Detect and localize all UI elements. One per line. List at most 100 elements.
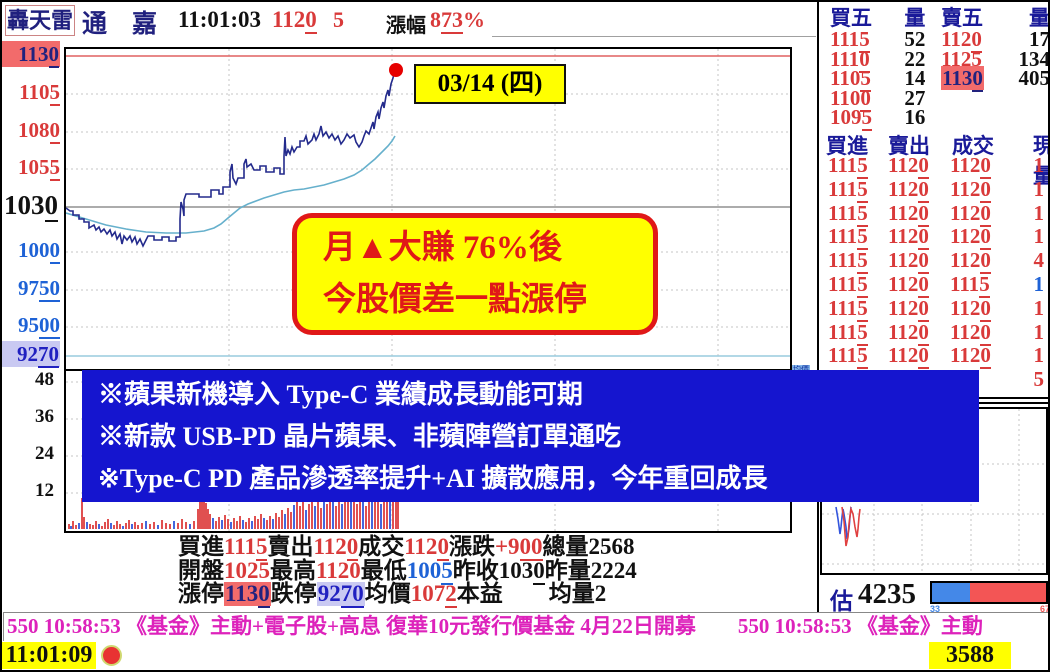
news-ticker[interactable]: 550 10:58:53 《基金》主動+電子股+高息 復華10元發行價基金 4月… xyxy=(3,612,1048,642)
estimate-value: 4235 xyxy=(858,578,916,610)
tape-row: 1115 1120 1120 1 xyxy=(828,343,1044,370)
summary-field: 最低 xyxy=(360,557,407,583)
ask-vol-header: 量 xyxy=(1029,6,1050,30)
date-annotation: 03/14 (四) xyxy=(414,64,566,104)
price-axis: 1130 1105 1080 1055 1030 1000 9750 9500 9270 48 36… xyxy=(2,2,62,542)
tape-buy: 1115 xyxy=(828,271,868,298)
tape-row: 1115 1120 1120 1 xyxy=(828,224,1045,251)
tape-row: 1115 1120 1120 1 xyxy=(828,295,1044,322)
summary-field: 1072 xyxy=(410,581,457,608)
price-axis-label: 9750 xyxy=(18,276,60,302)
bid-price[interactable]: 1095 xyxy=(830,105,872,131)
tape-deal: 1120 xyxy=(950,153,991,179)
summary-field: 均量 xyxy=(548,581,595,606)
tape-row: 1115 1120 1120 1 xyxy=(828,176,1044,203)
bid-volume: 52 xyxy=(904,27,926,51)
tape-list: 1115 1120 1120 1 1115 1120 1120 1 1115 1120 1120 1 1… xyxy=(828,153,1045,392)
bid-volume: 14 xyxy=(904,66,926,90)
gauge-red-label: 67 xyxy=(1040,604,1050,614)
summary-field: 昨量 xyxy=(544,557,591,583)
bid-price[interactable]: 1115 xyxy=(830,27,870,53)
summary-field: 最高 xyxy=(270,557,316,583)
bid-price[interactable]: 1100 xyxy=(830,85,871,112)
bid-volume: 22 xyxy=(904,46,926,71)
header-divider xyxy=(492,36,816,37)
summary-line: 漲停1130跌停9270均價1072本益 均量2 xyxy=(178,581,828,608)
tick-volume: 5 xyxy=(333,7,344,32)
tape-deal: 1120 xyxy=(950,248,991,275)
tape-deal: 1120 xyxy=(950,176,991,203)
summary-field: 1120 xyxy=(404,534,449,561)
callout-annotation: 月▲大賺 76%後 今股價差一點漲停 xyxy=(292,213,658,335)
summary-field: 總量 xyxy=(542,534,589,559)
summary-field: 2568 xyxy=(588,534,635,559)
tape-buy: 1115 xyxy=(828,319,868,346)
tape-buy: 1115 xyxy=(828,343,868,370)
price-axis-label: 1030 xyxy=(4,190,58,222)
tape-sell: 1120 xyxy=(888,295,929,322)
record-dot-icon xyxy=(101,645,122,666)
tape-vol-header: 現量 xyxy=(1014,130,1048,190)
ask-volume: 134 xyxy=(1018,46,1050,71)
tape-volume: 1 xyxy=(1033,200,1045,225)
banner-line-1: ※蘋果新機導入 Type-C 業績成長動能可期 xyxy=(98,380,583,409)
volume-axis-label: 36 xyxy=(35,406,54,427)
tape-sell: 1120 xyxy=(888,200,929,227)
tape-sell: 1120 xyxy=(888,224,929,251)
summary-line: 買進1115賣出1120成交1120漲跌+900總量2568 xyxy=(178,534,828,561)
mini-chart-canvas xyxy=(822,409,1046,573)
summary-line: 開盤1025最高1120最低1005昨收1030昨量2224 xyxy=(178,557,828,585)
tape-sell: 1120 xyxy=(888,153,929,179)
bid-price[interactable]: 1105 xyxy=(830,66,871,92)
tape-buy: 1115 xyxy=(828,200,868,227)
order-book-row: 1095 16 xyxy=(830,105,1048,131)
order-book-row: 1105 14 1130 405 xyxy=(830,66,1048,92)
tape-row: 1115 1120 1120 1 xyxy=(828,153,1044,179)
tape-header: 買進 賣出 成交 現量 xyxy=(826,130,1048,190)
order-book: 買五 量 賣五 量 1115 52 1120 17 1110 22 1125 134 1105 1… xyxy=(830,6,1050,131)
stock-code: 3588 xyxy=(929,642,1011,669)
tape-deal: 1115 xyxy=(950,271,990,298)
banner-line-3: ※Type-C PD 產品滲透率提升+AI 擴散應用，今年重回成長 xyxy=(98,464,768,493)
gauge-blue-label: 33 xyxy=(930,604,941,614)
stock-name: 通 嘉 xyxy=(82,11,158,38)
last-price: 1120 xyxy=(272,7,317,34)
tape-deal: 1120 xyxy=(950,319,991,346)
ask-price[interactable]: 1120 xyxy=(941,27,982,53)
volume-axis-label: 24 xyxy=(35,443,54,464)
tape-row: 1115 1120 1115 1 xyxy=(828,271,1044,298)
bid-price[interactable]: 1110 xyxy=(830,46,870,73)
header-bar: 轟天雷 通 嘉 11:01:03 1120 5 漲幅 873% xyxy=(2,2,816,42)
summary-field: 開盤 xyxy=(178,557,224,583)
price-axis-label: 9270 xyxy=(2,341,60,368)
tape-volume: 1 xyxy=(1033,224,1045,249)
summary-field: 1030 xyxy=(498,557,545,585)
tape-sell-header: 賣出 xyxy=(888,134,930,158)
ask-price[interactable]: 1130 xyxy=(941,66,984,92)
tape-buy: 1115 xyxy=(828,153,868,179)
order-book-row: 1110 22 1125 134 xyxy=(830,46,1050,73)
callout-line-1: 月▲大賺 76%後 xyxy=(323,230,562,266)
bid-volume: 16 xyxy=(904,105,926,129)
avg-price-legend: 均價 xyxy=(792,365,810,374)
buy-sell-gauge xyxy=(930,581,1048,604)
day-high-marker-dot xyxy=(389,63,403,77)
tape-row: 1115 1120 1120 4 xyxy=(828,248,1045,275)
callout-line-2: 今股價差一點漲停 xyxy=(323,282,587,318)
tape-deal: 1120 xyxy=(950,200,991,227)
status-bar: 11:01:09 3588 xyxy=(2,641,1048,670)
bid-vol-header: 量 xyxy=(904,6,926,30)
status-time: 11:01:09 xyxy=(2,642,96,669)
tape-deal: 1120 xyxy=(950,343,991,370)
tape-volume: 4 xyxy=(1033,248,1045,273)
average-price-line xyxy=(66,135,396,234)
summary-field: +900 xyxy=(494,534,543,561)
news-banner: ※蘋果新機導入 Type-C 業績成長動能可期 ※新款 USB-PD 晶片蘋果、… xyxy=(82,370,979,502)
tape-sell: 1120 xyxy=(888,176,929,203)
tape-deal: 1120 xyxy=(950,295,991,322)
summary-field: 漲跌 xyxy=(448,534,495,559)
summary-field: 1120 xyxy=(316,557,361,585)
ask-price[interactable]: 1125 xyxy=(941,46,982,73)
tape-row: 1115 1120 1120 1 xyxy=(828,319,1044,346)
